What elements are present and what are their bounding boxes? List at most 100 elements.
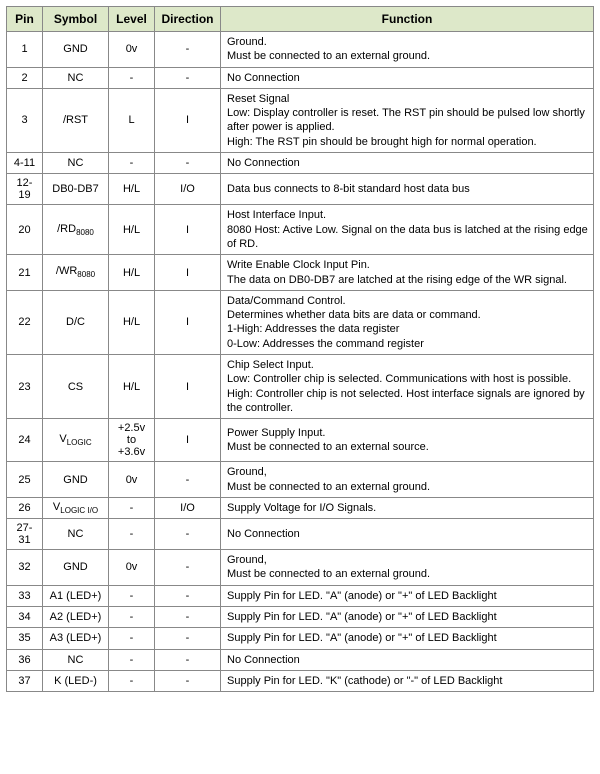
header-level: Level xyxy=(109,7,155,32)
cell-symbol: GND xyxy=(43,462,109,498)
header-direction: Direction xyxy=(155,7,221,32)
cell-level: H/L xyxy=(109,205,155,255)
cell-symbol: NC xyxy=(43,67,109,88)
cell-symbol: VLOGIC xyxy=(43,419,109,462)
cell-symbol: NC xyxy=(43,649,109,670)
cell-symbol: CS xyxy=(43,355,109,419)
cell-level: +2.5vto+3.6v xyxy=(109,419,155,462)
cell-level: 0v xyxy=(109,32,155,68)
cell-symbol: /RST xyxy=(43,88,109,152)
table-row: 33A1 (LED+)--Supply Pin for LED. "A" (an… xyxy=(7,585,594,606)
cell-direction: - xyxy=(155,153,221,174)
table-row: 22D/CH/LIData/Command Control.Determines… xyxy=(7,290,594,354)
cell-pin: 4-11 xyxy=(7,153,43,174)
cell-function: Ground,Must be connected to an external … xyxy=(221,462,594,498)
table-row: 23CSH/LIChip Select Input.Low: Controlle… xyxy=(7,355,594,419)
cell-function: Supply Pin for LED. "A" (anode) or "+" o… xyxy=(221,628,594,649)
table-row: 35A3 (LED+)--Supply Pin for LED. "A" (an… xyxy=(7,628,594,649)
table-row: 1GND0v-Ground.Must be connected to an ex… xyxy=(7,32,594,68)
table-row: 34A2 (LED+)--Supply Pin for LED. "A" (an… xyxy=(7,607,594,628)
cell-pin: 12-19 xyxy=(7,174,43,205)
cell-pin: 34 xyxy=(7,607,43,628)
cell-pin: 35 xyxy=(7,628,43,649)
cell-symbol: A3 (LED+) xyxy=(43,628,109,649)
cell-direction: I/O xyxy=(155,497,221,518)
table-row: 4-11NC--No Connection xyxy=(7,153,594,174)
cell-level: - xyxy=(109,628,155,649)
cell-direction: - xyxy=(155,519,221,550)
cell-direction: I xyxy=(155,290,221,354)
cell-level: L xyxy=(109,88,155,152)
cell-symbol: DB0-DB7 xyxy=(43,174,109,205)
cell-pin: 32 xyxy=(7,550,43,586)
cell-symbol: VLOGIC I/O xyxy=(43,497,109,518)
header-function: Function xyxy=(221,7,594,32)
cell-symbol: NC xyxy=(43,153,109,174)
cell-direction: - xyxy=(155,585,221,606)
table-row: 32GND0v-Ground,Must be connected to an e… xyxy=(7,550,594,586)
cell-function: Ground,Must be connected to an external … xyxy=(221,550,594,586)
cell-direction: - xyxy=(155,462,221,498)
cell-level: - xyxy=(109,67,155,88)
cell-direction: - xyxy=(155,628,221,649)
table-row: 24VLOGIC+2.5vto+3.6vIPower Supply Input.… xyxy=(7,419,594,462)
cell-symbol: GND xyxy=(43,550,109,586)
cell-symbol: /WR8080 xyxy=(43,255,109,291)
cell-direction: I xyxy=(155,355,221,419)
table-row: 27-31NC--No Connection xyxy=(7,519,594,550)
cell-function: No Connection xyxy=(221,649,594,670)
cell-function: No Connection xyxy=(221,153,594,174)
cell-level: 0v xyxy=(109,462,155,498)
cell-direction: I xyxy=(155,88,221,152)
cell-level: 0v xyxy=(109,550,155,586)
cell-level: H/L xyxy=(109,255,155,291)
header-symbol: Symbol xyxy=(43,7,109,32)
cell-function: Host Interface Input.8080 Host: Active L… xyxy=(221,205,594,255)
header-pin: Pin xyxy=(7,7,43,32)
cell-level: - xyxy=(109,649,155,670)
cell-symbol: /RD8080 xyxy=(43,205,109,255)
table-row: 2NC--No Connection xyxy=(7,67,594,88)
cell-pin: 37 xyxy=(7,670,43,691)
cell-pin: 25 xyxy=(7,462,43,498)
cell-symbol: A2 (LED+) xyxy=(43,607,109,628)
cell-function: Data bus connects to 8-bit standard host… xyxy=(221,174,594,205)
cell-direction: I xyxy=(155,205,221,255)
cell-pin: 36 xyxy=(7,649,43,670)
cell-pin: 20 xyxy=(7,205,43,255)
pin-table: Pin Symbol Level Direction Function 1GND… xyxy=(6,6,594,692)
cell-pin: 1 xyxy=(7,32,43,68)
cell-symbol: NC xyxy=(43,519,109,550)
header-row: Pin Symbol Level Direction Function xyxy=(7,7,594,32)
cell-level: H/L xyxy=(109,174,155,205)
table-row: 20/RD8080H/LIHost Interface Input.8080 H… xyxy=(7,205,594,255)
cell-function: Supply Voltage for I/O Signals. xyxy=(221,497,594,518)
cell-function: Power Supply Input.Must be connected to … xyxy=(221,419,594,462)
cell-level: - xyxy=(109,585,155,606)
table-row: 21/WR8080H/LIWrite Enable Clock Input Pi… xyxy=(7,255,594,291)
table-row: 26VLOGIC I/O-I/OSupply Voltage for I/O S… xyxy=(7,497,594,518)
cell-pin: 22 xyxy=(7,290,43,354)
cell-pin: 33 xyxy=(7,585,43,606)
cell-level: - xyxy=(109,497,155,518)
cell-level: - xyxy=(109,607,155,628)
cell-function: Supply Pin for LED. "A" (anode) or "+" o… xyxy=(221,585,594,606)
cell-level: - xyxy=(109,153,155,174)
cell-level: H/L xyxy=(109,355,155,419)
table-row: 37K (LED-)--Supply Pin for LED. "K" (cat… xyxy=(7,670,594,691)
cell-direction: - xyxy=(155,649,221,670)
cell-level: - xyxy=(109,670,155,691)
cell-direction: I xyxy=(155,255,221,291)
cell-symbol: D/C xyxy=(43,290,109,354)
cell-symbol: GND xyxy=(43,32,109,68)
cell-direction: - xyxy=(155,607,221,628)
cell-symbol: A1 (LED+) xyxy=(43,585,109,606)
cell-function: Ground.Must be connected to an external … xyxy=(221,32,594,68)
cell-function: Supply Pin for LED. "K" (cathode) or "-"… xyxy=(221,670,594,691)
cell-direction: - xyxy=(155,670,221,691)
cell-direction: I/O xyxy=(155,174,221,205)
cell-function: No Connection xyxy=(221,67,594,88)
cell-function: No Connection xyxy=(221,519,594,550)
table-row: 36NC--No Connection xyxy=(7,649,594,670)
cell-pin: 24 xyxy=(7,419,43,462)
